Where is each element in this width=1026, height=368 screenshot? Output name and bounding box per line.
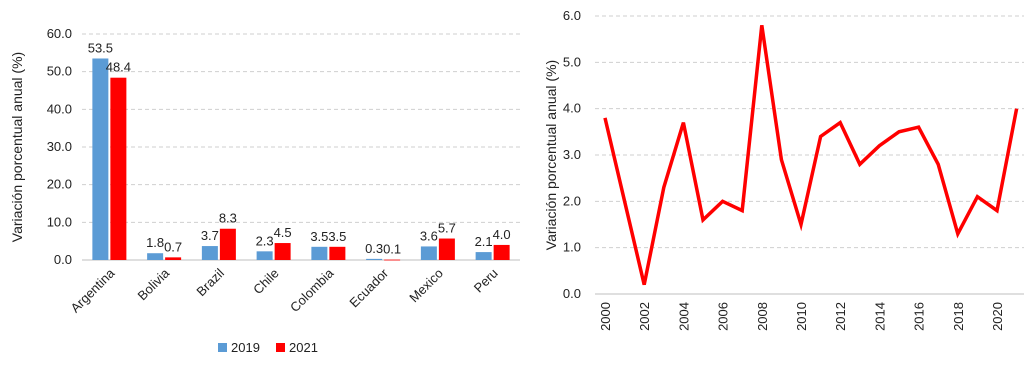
bar-2021-colombia: [329, 246, 346, 260]
bar-data-label: 4.0: [493, 227, 511, 242]
line-y-tick-label: 6.0: [563, 8, 581, 23]
bar-2021-mexico: [438, 238, 455, 260]
bar-category-label: Chile: [250, 266, 282, 298]
bar-data-label: 53.5: [88, 40, 113, 55]
bar-data-label: 1.8: [146, 235, 164, 250]
bar-2021-brazil: [219, 228, 236, 260]
bar-y-tick-label: 40.0: [47, 101, 72, 116]
line-x-tick-label: 2012: [833, 302, 848, 331]
line-x-tick-label: 2008: [755, 302, 770, 331]
line-y-tick-label: 1.0: [563, 240, 581, 255]
line-x-tick-label: 2002: [637, 302, 652, 331]
legend-swatch-2021: [276, 343, 285, 352]
bar-y-tick-label: 60.0: [47, 26, 72, 41]
bar-2021-argentina: [110, 77, 127, 261]
bar-y-axis-title: Variación porcentual anual (%): [9, 52, 25, 242]
bar-data-label: 3.5: [328, 229, 346, 244]
line-y-tick-label: 0.0: [563, 286, 581, 301]
bar-chart: 0.0 10.0 20.0 30.0 40.0 50.0 60.0 53.5 48.4 Argen…: [9, 26, 520, 355]
line-y-tick-label: 5.0: [563, 54, 581, 69]
bar-y-tick-label: 20.0: [47, 177, 72, 192]
bar-data-label: 4.5: [274, 225, 292, 240]
bar-2021-chile: [274, 243, 291, 260]
line-x-tick-label: 2010: [794, 302, 809, 331]
bar-data-label: 3.5: [310, 229, 328, 244]
bar-2019-peru: [475, 252, 492, 260]
bar-data-label: 2.3: [256, 233, 274, 248]
bar-y-tick-label: 50.0: [47, 64, 72, 79]
bar-2019-brazil: [201, 246, 218, 260]
line-y-tick-label: 3.0: [563, 147, 581, 162]
bar-category-label: Ecuador: [346, 265, 391, 310]
bar-2019-ecuador: [366, 258, 383, 260]
bar-y-tick-label: 10.0: [47, 214, 72, 229]
bar-data-label: 5.7: [438, 221, 456, 236]
line-x-tick-label: 2014: [872, 302, 887, 331]
bar-data-label: 0.7: [164, 239, 182, 254]
bar-2021-bolivia: [165, 257, 182, 260]
line-x-tick-label: 2018: [951, 302, 966, 331]
bar-data-label: 3.6: [420, 228, 438, 243]
bar-category-label: Bolivia: [135, 265, 173, 303]
line-x-tick-label: 2020: [990, 302, 1005, 331]
line-x-tick-label: 2004: [676, 302, 691, 331]
bar-data-label: 2.1: [475, 234, 493, 249]
bar-category-label: Argentina: [68, 265, 119, 316]
bar-2019-bolivia: [147, 253, 164, 260]
bar-data-label: 48.4: [106, 60, 131, 75]
bar-data-label: 0.3: [365, 241, 383, 256]
bar-category-label: Peru: [471, 266, 501, 296]
legend-swatch-2019: [218, 343, 227, 352]
line-x-tick-label: 2006: [716, 302, 731, 331]
bar-2021-ecuador: [384, 259, 401, 261]
bar-y-tick-label: 0.0: [54, 252, 72, 267]
bar-2019-argentina: [92, 58, 109, 260]
bar-data-label: 0.1: [383, 242, 401, 257]
line-y-axis-title: Variación porcentual anual (%): [543, 60, 559, 250]
line-series: [603, 25, 1019, 286]
bar-data-label: 8.3: [219, 211, 237, 226]
bar-category-label: Colombia: [287, 265, 337, 315]
bar-2019-colombia: [311, 246, 328, 260]
bar-2019-chile: [256, 251, 273, 260]
bar-category-label: Brazil: [193, 265, 227, 299]
bar-2021-peru: [493, 244, 510, 260]
line-x-tick-label: 2016: [912, 302, 927, 331]
bar-data-label: 3.7: [201, 228, 219, 243]
line-y-tick-label: 2.0: [563, 193, 581, 208]
legend-label-2021: 2021: [289, 340, 318, 355]
bar-2019-mexico: [420, 246, 437, 260]
line-y-tick-label: 4.0: [563, 101, 581, 116]
line-x-tick-label: 2000: [598, 302, 613, 331]
bar-y-tick-label: 30.0: [47, 139, 72, 154]
bar-category-label: Mexico: [406, 266, 446, 306]
line-chart: 0.0 1.0 2.0 3.0 4.0 5.0 6.0 2000 2002 2004 2006 200…: [543, 8, 1024, 331]
legend-label-2019: 2019: [231, 340, 260, 355]
